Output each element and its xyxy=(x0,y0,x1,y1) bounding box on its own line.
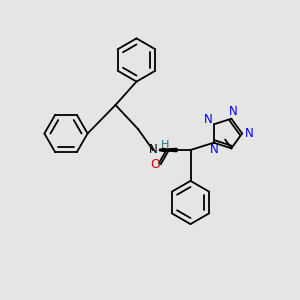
Text: N: N xyxy=(148,143,158,156)
Polygon shape xyxy=(160,148,177,152)
Polygon shape xyxy=(160,148,165,152)
Text: H: H xyxy=(161,140,169,150)
Text: O: O xyxy=(151,158,160,171)
Text: N: N xyxy=(245,127,254,140)
Text: N: N xyxy=(209,143,218,156)
Text: N: N xyxy=(229,105,238,118)
Text: N: N xyxy=(203,113,212,126)
